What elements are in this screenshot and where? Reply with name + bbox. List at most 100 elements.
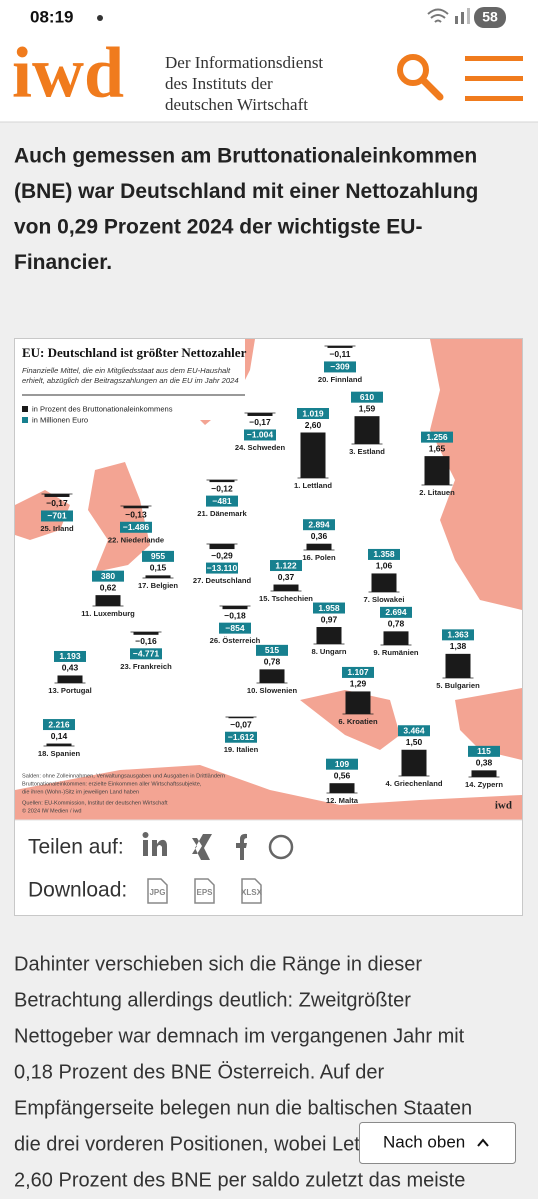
bar bbox=[133, 632, 159, 635]
eur-label: 955 bbox=[151, 551, 165, 561]
pct-label: 0,62 bbox=[100, 582, 117, 592]
whatsapp-icon[interactable] bbox=[268, 834, 294, 860]
bar bbox=[95, 595, 121, 606]
eur-label: −1.486 bbox=[123, 522, 150, 532]
eur-box bbox=[468, 745, 500, 757]
bar bbox=[209, 480, 235, 483]
menu-bar[interactable] bbox=[465, 96, 523, 101]
pct-label: 0,14 bbox=[51, 731, 68, 741]
country-label: 4. Griechenland bbox=[386, 779, 443, 788]
country-label: 13. Portugal bbox=[48, 686, 91, 695]
pct-label: 1,65 bbox=[429, 443, 446, 453]
bar bbox=[371, 573, 397, 592]
back-to-top-button[interactable] bbox=[359, 1122, 516, 1164]
chevron-up[interactable] bbox=[477, 1138, 489, 1147]
pct-label: 1,50 bbox=[406, 737, 423, 747]
pct-label: 0,97 bbox=[321, 614, 338, 624]
menu-bar[interactable] bbox=[465, 76, 523, 81]
linkedin-shape[interactable] bbox=[152, 839, 167, 856]
country-label: 3. Estland bbox=[349, 447, 385, 456]
chart-note: Bruttonationaleinkommen: erzielte Einkom… bbox=[22, 781, 202, 787]
pct-label: 0,38 bbox=[476, 758, 493, 768]
legend-label: in Millionen Euro bbox=[32, 416, 88, 425]
eur-box bbox=[421, 431, 453, 443]
back-to-top-label[interactable]: Nach oben bbox=[383, 1132, 465, 1151]
country-label: 19. Italien bbox=[224, 745, 259, 754]
xing-icon[interactable] bbox=[192, 834, 212, 860]
title-panel bbox=[15, 339, 245, 420]
headline-line: Financier. bbox=[14, 251, 112, 274]
bar bbox=[247, 413, 273, 416]
file-icon[interactable] bbox=[194, 878, 215, 904]
signal-icon bbox=[455, 16, 458, 24]
pct-label: 0,36 bbox=[311, 531, 328, 541]
eur-box bbox=[92, 570, 124, 582]
body-line: Empfängerseite belegen nun die baltische… bbox=[14, 1097, 472, 1119]
bar bbox=[57, 675, 83, 683]
eur-label: 610 bbox=[360, 392, 374, 402]
file-format[interactable]: XLSX bbox=[241, 888, 263, 897]
eur-box bbox=[206, 562, 238, 574]
chart-title: EU: Deutschland ist größter Nettozahler bbox=[22, 345, 247, 360]
search-icon[interactable] bbox=[419, 76, 444, 101]
bar bbox=[424, 456, 450, 485]
bar bbox=[123, 506, 149, 509]
country-label: 27. Deutschland bbox=[193, 576, 252, 585]
eur-label: 1.256 bbox=[426, 432, 448, 442]
land-non-eu bbox=[88, 462, 150, 572]
bar bbox=[306, 543, 332, 550]
menu-bar[interactable] bbox=[465, 56, 523, 61]
eur-label: 380 bbox=[101, 571, 115, 581]
country-label: 6. Kroatien bbox=[338, 717, 378, 726]
eur-label: −4.771 bbox=[133, 649, 160, 659]
land-non-eu bbox=[15, 765, 522, 820]
facebook-icon[interactable] bbox=[236, 833, 247, 860]
share-label: Teilen auf: bbox=[28, 836, 124, 859]
pct-label: 0,78 bbox=[388, 619, 405, 629]
logo[interactable]: iwd bbox=[12, 33, 124, 113]
bar bbox=[209, 544, 235, 550]
pct-label: 0,56 bbox=[334, 770, 351, 780]
bar bbox=[300, 432, 326, 478]
headline-line: Auch gemessen am Bruttonationaleinkommen bbox=[14, 145, 477, 168]
eur-box bbox=[270, 560, 302, 572]
status-dot bbox=[97, 15, 103, 21]
chart-note: Salden: ohne Zolleinnahmen, Verwaltungsa… bbox=[22, 773, 225, 779]
pct-label: 0,37 bbox=[278, 572, 295, 582]
bar bbox=[222, 606, 248, 610]
file-icon[interactable] bbox=[241, 878, 262, 904]
eur-box bbox=[324, 361, 356, 373]
battery-level: 58 bbox=[482, 9, 498, 25]
country-label: 8. Ungarn bbox=[311, 647, 346, 656]
country-label: 5. Bulgarien bbox=[436, 681, 480, 690]
bar bbox=[327, 346, 353, 348]
signal-icon bbox=[461, 12, 464, 24]
chart-subtitle: Finanzielle Mittel, die ein Mitgliedssta… bbox=[22, 366, 231, 375]
country-label: 12. Malta bbox=[326, 796, 359, 805]
eur-label: 1.363 bbox=[447, 630, 469, 640]
eur-box bbox=[313, 602, 345, 614]
body-line: Betrachtung allerdings deutlich: Zweitgr… bbox=[14, 989, 411, 1011]
pct-label: 1,29 bbox=[350, 679, 367, 689]
linkedin-shape[interactable] bbox=[142, 832, 149, 838]
eur-box bbox=[206, 495, 238, 507]
file-format[interactable]: EPS bbox=[196, 888, 213, 897]
wifi-icon bbox=[427, 8, 449, 23]
search-icon[interactable] bbox=[397, 54, 429, 86]
menu-icon[interactable] bbox=[465, 56, 523, 101]
eur-label: −309 bbox=[330, 362, 349, 372]
country-label: 18. Spanien bbox=[38, 749, 81, 758]
body-line: Nettogeber war demnach im vergangenen Ja… bbox=[14, 1025, 465, 1047]
file-icon[interactable] bbox=[147, 878, 168, 904]
eur-box bbox=[342, 666, 374, 678]
bar bbox=[145, 575, 171, 578]
country-label: 11. Luxemburg bbox=[81, 609, 135, 618]
chart-subtitle: erhielt, abzüglich der Beitragszahlungen… bbox=[22, 376, 239, 385]
map bbox=[15, 339, 522, 820]
linkedin-icon[interactable] bbox=[142, 832, 168, 856]
eur-box bbox=[351, 391, 383, 403]
bar bbox=[383, 631, 409, 645]
legend-label: in Prozent des Bruttonationaleinkommens bbox=[32, 405, 173, 414]
linkedin-shape[interactable] bbox=[143, 840, 148, 856]
file-format[interactable]: JPG bbox=[149, 888, 165, 897]
